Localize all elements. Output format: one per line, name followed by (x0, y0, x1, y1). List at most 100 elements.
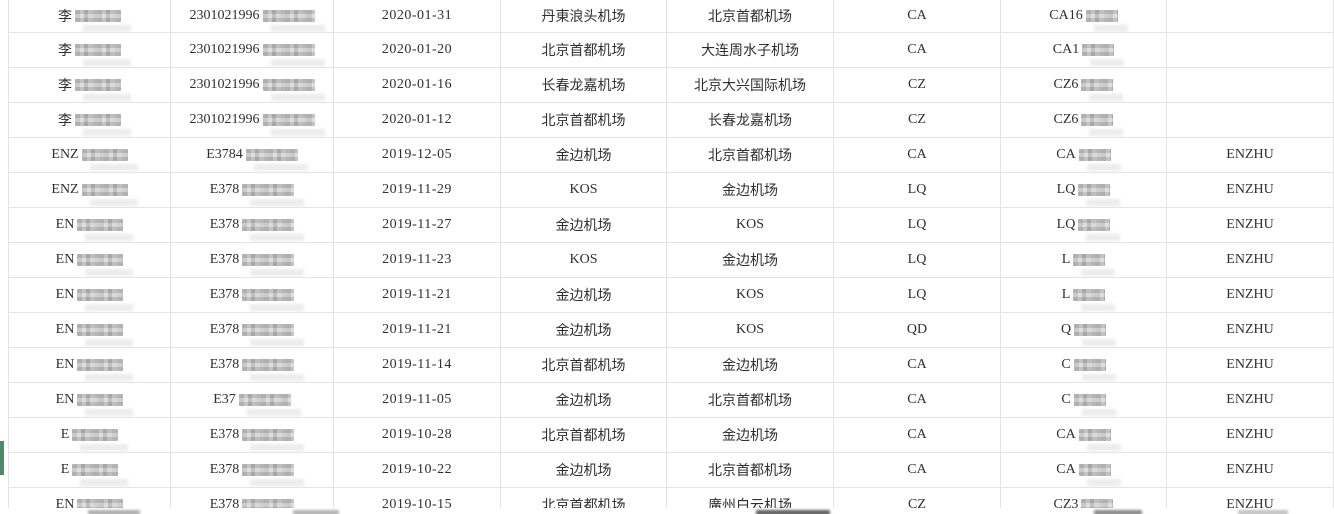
cell-flight-date[interactable]: 2019-10-22 (334, 453, 501, 487)
cell-passenger-tag[interactable]: ENZHU (1167, 243, 1334, 277)
cell-airline-code[interactable]: LQ (834, 208, 1001, 242)
cell-passenger-name[interactable]: 李 (9, 33, 171, 67)
cell-arrival-airport[interactable]: 大连周水子机场 (667, 33, 834, 67)
cell-id-number[interactable]: E378 (171, 243, 334, 277)
cell-id-number[interactable]: 2301021996 (171, 33, 334, 67)
cell-flight-date[interactable]: 2020-01-31 (334, 0, 501, 32)
cell-flight-date[interactable]: 2020-01-12 (334, 103, 501, 137)
cell-departure-airport[interactable]: 北京首都机场 (501, 348, 667, 382)
cell-passenger-tag[interactable]: ENZHU (1167, 313, 1334, 347)
cell-flight-number[interactable]: L (1001, 243, 1167, 277)
cell-passenger-tag[interactable] (1167, 33, 1334, 67)
cell-flight-number[interactable]: LQ (1001, 173, 1167, 207)
cell-arrival-airport[interactable]: KOS (667, 278, 834, 312)
cell-passenger-tag[interactable]: ENZHU (1167, 208, 1334, 242)
cell-passenger-tag[interactable]: ENZHU (1167, 348, 1334, 382)
cell-id-number[interactable]: E378 (171, 418, 334, 452)
cell-flight-number[interactable]: C (1001, 383, 1167, 417)
cell-flight-date[interactable]: 2020-01-16 (334, 68, 501, 102)
cell-flight-date[interactable]: 2019-12-05 (334, 138, 501, 172)
cell-flight-number[interactable]: CA (1001, 138, 1167, 172)
cell-id-number[interactable]: E378 (171, 173, 334, 207)
cell-arrival-airport[interactable]: 金边机场 (667, 418, 834, 452)
cell-id-number[interactable]: 2301021996 (171, 68, 334, 102)
cell-airline-code[interactable]: CA (834, 418, 1001, 452)
cell-flight-number[interactable]: CZ6 (1001, 68, 1167, 102)
cell-flight-number[interactable]: CA16 (1001, 0, 1167, 32)
cell-flight-number[interactable]: CA1 (1001, 33, 1167, 67)
cell-id-number[interactable]: 2301021996 (171, 0, 334, 32)
cell-flight-number[interactable]: CA (1001, 453, 1167, 487)
cell-arrival-airport[interactable]: 北京大兴国际机场 (667, 68, 834, 102)
cell-passenger-name[interactable]: EN (9, 313, 171, 347)
cell-passenger-name[interactable]: 李 (9, 103, 171, 137)
cell-airline-code[interactable]: CA (834, 138, 1001, 172)
cell-passenger-tag[interactable] (1167, 0, 1334, 32)
cell-airline-code[interactable]: CZ (834, 103, 1001, 137)
cell-flight-date[interactable]: 2019-11-05 (334, 383, 501, 417)
cell-arrival-airport[interactable]: 金边机场 (667, 243, 834, 277)
cell-id-number[interactable]: E378 (171, 348, 334, 382)
cell-flight-number[interactable]: LQ (1001, 208, 1167, 242)
cell-id-number[interactable]: E3784 (171, 138, 334, 172)
cell-id-number[interactable]: E378 (171, 453, 334, 487)
cell-departure-airport[interactable]: KOS (501, 243, 667, 277)
cell-departure-airport[interactable]: 北京首都机场 (501, 33, 667, 67)
cell-airline-code[interactable]: CA (834, 383, 1001, 417)
cell-departure-airport[interactable]: 金边机场 (501, 138, 667, 172)
cell-passenger-name[interactable]: ENZ (9, 138, 171, 172)
cell-departure-airport[interactable]: 北京首都机场 (501, 103, 667, 137)
cell-arrival-airport[interactable]: KOS (667, 313, 834, 347)
cell-departure-airport[interactable]: 金边机场 (501, 453, 667, 487)
cell-departure-airport[interactable]: 金边机场 (501, 278, 667, 312)
cell-flight-number[interactable]: Q (1001, 313, 1167, 347)
cell-flight-number[interactable]: C (1001, 348, 1167, 382)
cell-flight-date[interactable]: 2020-01-20 (334, 33, 501, 67)
cell-airline-code[interactable]: CA (834, 0, 1001, 32)
cell-passenger-tag[interactable] (1167, 68, 1334, 102)
cell-flight-date[interactable]: 2019-10-28 (334, 418, 501, 452)
cell-arrival-airport[interactable]: KOS (667, 208, 834, 242)
cell-airline-code[interactable]: CZ (834, 68, 1001, 102)
cell-passenger-name[interactable]: EN (9, 208, 171, 242)
cell-passenger-name[interactable]: E (9, 453, 171, 487)
cell-id-number[interactable]: E378 (171, 313, 334, 347)
cell-passenger-name[interactable]: E (9, 418, 171, 452)
cell-airline-code[interactable]: QD (834, 313, 1001, 347)
cell-flight-date[interactable]: 2019-11-27 (334, 208, 501, 242)
cell-departure-airport[interactable]: 北京首都机场 (501, 418, 667, 452)
cell-arrival-airport[interactable]: 长春龙嘉机场 (667, 103, 834, 137)
cell-flight-number[interactable]: L (1001, 278, 1167, 312)
cell-departure-airport[interactable]: 金边机场 (501, 383, 667, 417)
cell-passenger-tag[interactable]: ENZHU (1167, 418, 1334, 452)
cell-flight-date[interactable]: 2019-11-23 (334, 243, 501, 277)
cell-flight-date[interactable]: 2019-11-29 (334, 173, 501, 207)
cell-passenger-name[interactable]: EN (9, 243, 171, 277)
cell-arrival-airport[interactable]: 金边机场 (667, 173, 834, 207)
cell-departure-airport[interactable]: 长春龙嘉机场 (501, 68, 667, 102)
cell-airline-code[interactable]: LQ (834, 173, 1001, 207)
cell-airline-code[interactable]: CA (834, 348, 1001, 382)
cell-departure-airport[interactable]: KOS (501, 173, 667, 207)
cell-passenger-name[interactable]: ENZ (9, 173, 171, 207)
cell-id-number[interactable]: 2301021996 (171, 103, 334, 137)
cell-arrival-airport[interactable]: 北京首都机场 (667, 383, 834, 417)
cell-id-number[interactable]: E37 (171, 383, 334, 417)
cell-arrival-airport[interactable]: 金边机场 (667, 348, 834, 382)
cell-flight-number[interactable]: CZ6 (1001, 103, 1167, 137)
cell-departure-airport[interactable]: 丹東浪头机场 (501, 0, 667, 32)
cell-flight-date[interactable]: 2019-11-14 (334, 348, 501, 382)
cell-id-number[interactable]: E378 (171, 208, 334, 242)
cell-passenger-tag[interactable]: ENZHU (1167, 278, 1334, 312)
cell-passenger-tag[interactable]: ENZHU (1167, 383, 1334, 417)
cell-passenger-tag[interactable]: ENZHU (1167, 173, 1334, 207)
cell-flight-number[interactable]: CA (1001, 418, 1167, 452)
cell-passenger-name[interactable]: 李 (9, 68, 171, 102)
cell-arrival-airport[interactable]: 北京首都机场 (667, 138, 834, 172)
cell-arrival-airport[interactable]: 北京首都机场 (667, 453, 834, 487)
cell-airline-code[interactable]: LQ (834, 243, 1001, 277)
cell-airline-code[interactable]: CA (834, 33, 1001, 67)
cell-passenger-tag[interactable]: ENZHU (1167, 453, 1334, 487)
cell-passenger-tag[interactable] (1167, 103, 1334, 137)
cell-arrival-airport[interactable]: 北京首都机场 (667, 0, 834, 32)
